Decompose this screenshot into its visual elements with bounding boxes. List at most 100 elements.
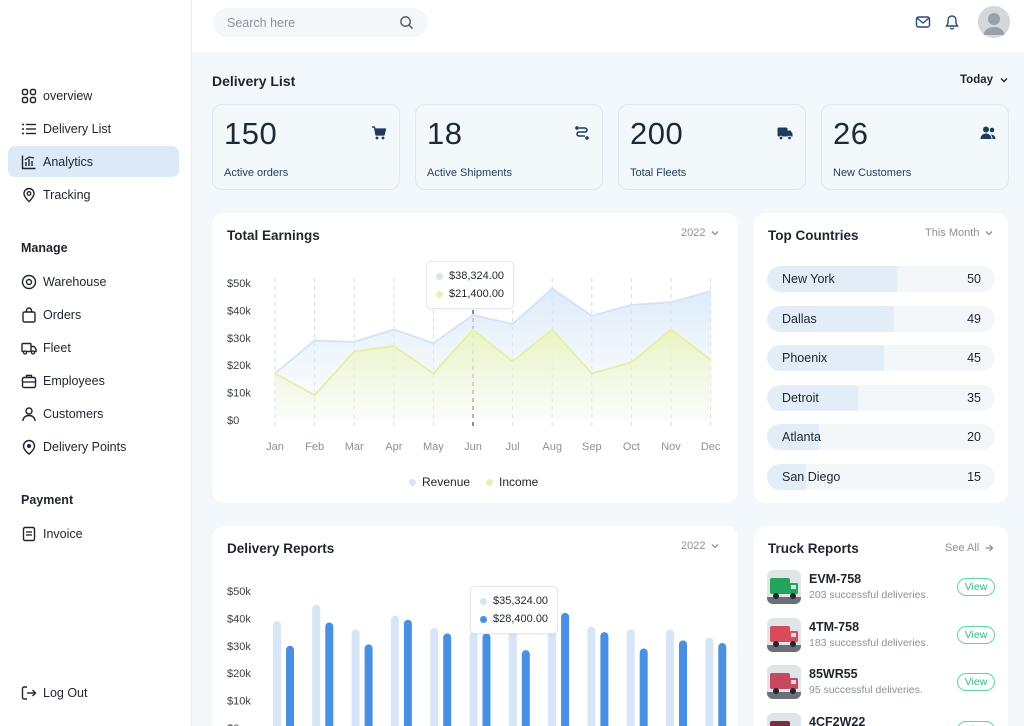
bar-a (312, 604, 321, 726)
reports-title: Delivery Reports (227, 541, 335, 556)
page-title: Delivery List (212, 73, 296, 89)
y-tick-label: $30k (227, 641, 251, 653)
bar-b (286, 645, 294, 726)
view-button[interactable]: View (957, 578, 995, 596)
mail-icon[interactable] (915, 14, 931, 30)
y-tick-label: $50k (227, 586, 251, 598)
country-bar-fill (767, 266, 897, 292)
bar-b (482, 633, 491, 726)
x-tick-label: Feb (305, 441, 324, 453)
bell-icon[interactable] (944, 14, 960, 30)
stat-label: Active orders (224, 167, 289, 179)
country-bar-fill (767, 305, 894, 332)
stat-label: Total Fleets (630, 167, 687, 179)
series-b-dot (480, 615, 487, 623)
x-tick-label: Apr (385, 441, 402, 453)
sidebar-item-fleet[interactable]: Fleet (8, 332, 179, 363)
sidebar-item-customers[interactable]: Customers (8, 398, 179, 429)
bar-a (351, 629, 360, 726)
tooltip-series-a-row: $35,324.00 (480, 592, 548, 610)
legend-revenue-label: Revenue (422, 475, 471, 489)
sidebar-item-label: Delivery List (43, 121, 112, 136)
x-tick-label: Jun (464, 441, 482, 453)
sidebar-item-overview[interactable]: overview (8, 80, 179, 111)
country-value: 20 (967, 430, 981, 445)
bar-b (679, 640, 687, 726)
period-dropdown[interactable]: Today (960, 74, 1009, 86)
sidebar: overview Delivery List Analytics Trackin… (0, 0, 192, 726)
countries-period-dropdown[interactable]: This Month (925, 227, 994, 239)
users-icon (980, 126, 996, 139)
bar-b (521, 650, 530, 726)
view-button[interactable]: View (957, 625, 995, 644)
view-button[interactable]: View (957, 720, 995, 726)
y-tick-label: $10k (227, 696, 251, 708)
sidebar-item-tracking[interactable]: Tracking (8, 179, 179, 210)
sidebar-item-analytics[interactable]: Analytics (8, 146, 179, 177)
sidebar-item-invoice[interactable]: Invoice (8, 518, 179, 549)
x-tick-label: Nov (661, 441, 681, 453)
route-icon (575, 126, 589, 140)
sidebar-item-label: Fleet (43, 340, 71, 355)
search-input[interactable] (227, 15, 387, 30)
search-icon[interactable] (399, 15, 414, 30)
earnings-title: Total Earnings (227, 228, 320, 243)
logout-button[interactable]: Log Out (8, 677, 179, 708)
country-row: San Diego 15 (767, 464, 995, 490)
see-all-label: See All (945, 542, 980, 554)
sidebar-item-label: overview (43, 88, 93, 103)
sidebar-item-delivery-points[interactable]: Delivery Points (8, 431, 179, 462)
reports-chart: $0 $10k $20k $30k $40k $50k (227, 586, 727, 726)
sidebar-item-orders[interactable]: Orders (8, 299, 179, 330)
sidebar-item-warehouse[interactable]: Warehouse (8, 266, 179, 297)
arrow-right-icon (985, 544, 994, 552)
sidebar-item-label: Customers (43, 406, 104, 421)
reports-year-dropdown[interactable]: 2022 (681, 540, 720, 552)
truck-deliveries: 95 successful deliveries. (809, 684, 923, 696)
tooltip-revenue-value: $38,324.00 (449, 270, 505, 282)
invoice-icon (22, 526, 36, 541)
y-tick-label: $0 (227, 723, 239, 726)
sidebar-item-employees[interactable]: Employees (8, 365, 179, 396)
stat-card-active-shipments: 18 Active Shipments (415, 104, 603, 190)
stat-label: Active Shipments (427, 167, 512, 179)
tooltip-series-b-value: $28,400.00 (493, 613, 549, 625)
y-tick-label: $30k (227, 333, 251, 345)
sidebar-item-delivery-list[interactable]: Delivery List (8, 113, 179, 144)
logout-icon (21, 685, 37, 700)
earnings-year-dropdown[interactable]: 2022 (681, 227, 720, 239)
bar-b (639, 648, 648, 726)
stat-value: 26 (833, 116, 869, 151)
country-bar-fill (767, 464, 806, 490)
earnings-chart: $0 $10k $20k $30k $40k $50k Jan Feb Mar Apr May Jun… (227, 278, 721, 453)
stat-value: 150 (224, 116, 278, 151)
truck-name: 4TM-758 (809, 619, 860, 634)
view-button[interactable]: View (957, 673, 995, 691)
user-icon (22, 406, 36, 421)
avatar[interactable] (978, 6, 1010, 38)
chevron-down-icon (1000, 78, 1008, 83)
bar-b (561, 612, 570, 726)
see-all-link[interactable]: See All (945, 542, 994, 554)
country-value: 45 (967, 351, 981, 366)
bar-a (273, 621, 281, 726)
area-income (275, 329, 711, 420)
chevron-down-icon (712, 231, 719, 236)
bar-a (469, 631, 478, 726)
truck-photo-icon (767, 665, 801, 699)
truck-icon (21, 342, 37, 355)
truck-row: 4CF2W22 View (767, 712, 997, 726)
truck-deliveries: 183 successful deliveries. (809, 636, 929, 649)
bar-b (718, 643, 727, 726)
y-tick-label: $40k (227, 305, 251, 317)
bar-a (587, 626, 596, 726)
truck-thumbnail (767, 712, 801, 726)
truck-row: 4TM-758 183 successful deliveries. View (767, 617, 997, 654)
country-row: Phoenix 45 (767, 345, 995, 372)
legend-income-dot (486, 478, 493, 486)
section-title-manage: Manage (21, 241, 68, 255)
truck-photo-icon (767, 570, 801, 604)
country-bar-fill (767, 424, 819, 451)
search-bar[interactable] (213, 8, 428, 37)
truck-photo-icon (767, 712, 801, 726)
